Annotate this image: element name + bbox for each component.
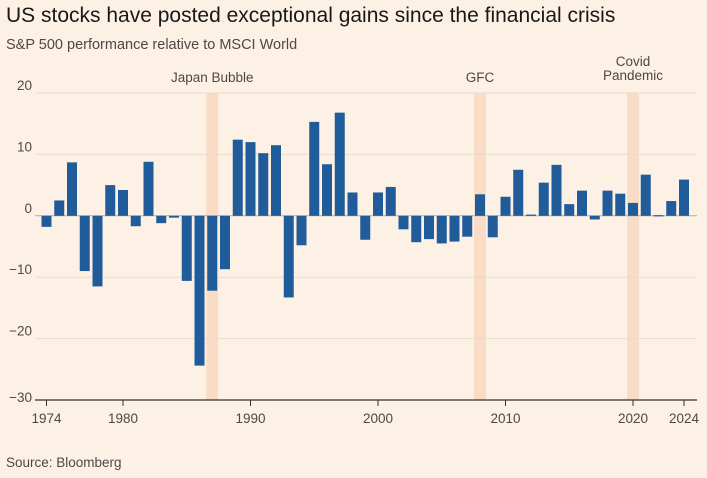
bar: [679, 179, 689, 216]
x-tick-label: 1990: [235, 411, 265, 426]
bar: [283, 215, 294, 298]
bar: [169, 215, 179, 218]
bar: [628, 202, 638, 216]
bar: [360, 215, 371, 240]
bar: [258, 153, 269, 216]
bar: [615, 193, 626, 216]
source-note: Source: Bloomberg: [6, 455, 122, 470]
bar: [118, 190, 128, 216]
y-tick-label: 10: [17, 139, 32, 154]
bar: [92, 215, 103, 287]
bar: [666, 201, 677, 216]
bar: [143, 161, 154, 216]
bar: [271, 145, 281, 216]
bar: [54, 200, 65, 216]
bar: [67, 162, 77, 216]
bar: [105, 185, 116, 216]
bar: [347, 192, 358, 216]
bar: [500, 196, 511, 216]
annotation-label: Covid Pandemic: [603, 54, 663, 83]
bar: [373, 192, 383, 216]
annotation-label: Japan Bubble: [171, 70, 254, 85]
bar: [475, 194, 485, 216]
y-tick-label: −30: [9, 390, 32, 405]
x-tick-label: 1980: [108, 411, 138, 426]
bar: [232, 139, 243, 216]
bar: [385, 186, 396, 216]
bar: [538, 182, 549, 216]
bar: [589, 215, 600, 220]
bar: [513, 169, 524, 216]
x-tick-label: 2020: [618, 411, 648, 426]
bar: [551, 164, 562, 216]
bar: [334, 112, 345, 216]
bar: [424, 215, 434, 240]
y-tick-label: −10: [9, 262, 32, 277]
annotation-label: GFC: [466, 70, 495, 85]
bar: [640, 174, 651, 216]
bar: [526, 214, 536, 216]
bar: [577, 190, 587, 216]
bar: [41, 215, 52, 227]
bar: [487, 215, 498, 238]
bar: [156, 215, 167, 224]
bar: [564, 204, 575, 216]
bar: [322, 164, 332, 216]
bar: [79, 215, 90, 272]
bar: [194, 215, 205, 366]
chart-title: US stocks have posted exceptional gains …: [6, 4, 616, 27]
x-tick-label: 1974: [31, 411, 62, 426]
x-tick-label: 2010: [490, 411, 520, 426]
bar: [436, 215, 447, 244]
bar: [653, 215, 664, 217]
x-tick-label: 2024: [669, 411, 700, 426]
bar: [309, 121, 320, 216]
y-tick-label: 0: [24, 201, 32, 216]
x-tick-label: 2000: [363, 411, 393, 426]
chart-subtitle: S&P 500 performance relative to MSCI Wor…: [6, 37, 298, 53]
bar: [207, 215, 218, 291]
bar: [449, 215, 460, 242]
bar: [398, 215, 409, 230]
highlight-band: [474, 93, 486, 400]
bar: [411, 215, 422, 243]
bar: [181, 215, 192, 281]
bar: [220, 215, 230, 270]
bar: [130, 215, 141, 227]
bar: [462, 215, 473, 237]
bar: [602, 190, 613, 216]
y-tick-label: 20: [17, 78, 32, 93]
bar: [245, 142, 256, 216]
highlight-band: [627, 93, 639, 400]
bar: [296, 215, 307, 246]
y-tick-label: −20: [9, 324, 32, 339]
